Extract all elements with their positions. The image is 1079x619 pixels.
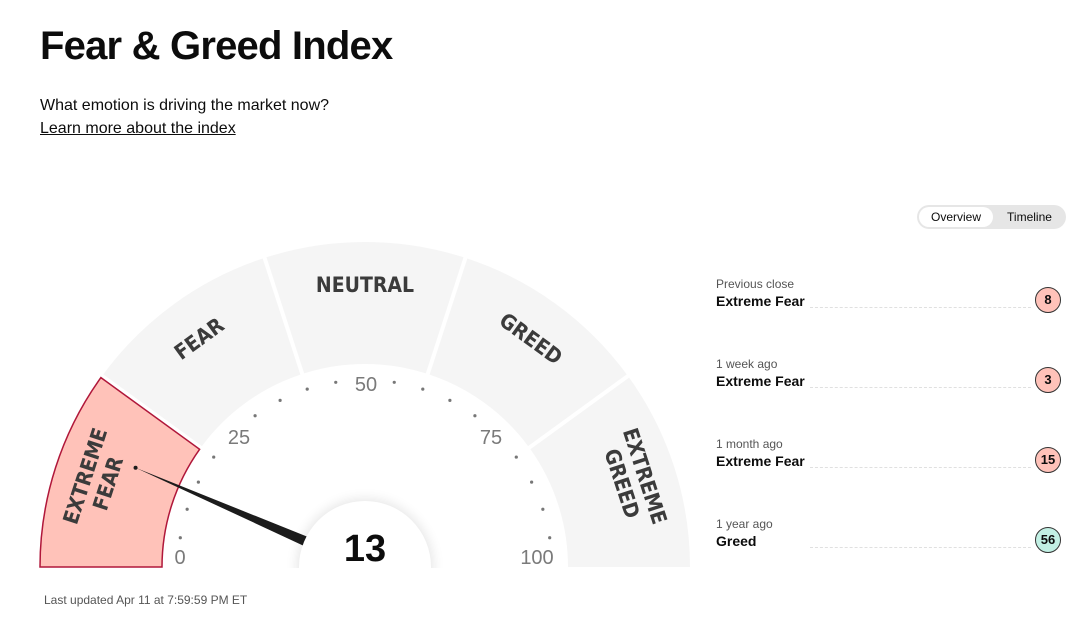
- tick-label-0: 0: [174, 547, 185, 569]
- timeline-tab[interactable]: Timeline: [1007, 210, 1052, 224]
- tick-dot: [212, 455, 216, 459]
- segment-greed: [429, 258, 627, 447]
- tick-dot: [514, 455, 518, 459]
- history-rating: Greed: [716, 533, 757, 549]
- tick-dot: [541, 507, 545, 511]
- history-item: 1 year ago Greed 56: [716, 517, 1061, 561]
- tick-label-25: 25: [228, 427, 250, 449]
- history-value-badge: 56: [1035, 527, 1061, 553]
- needle-tip: [133, 465, 138, 470]
- tick-dot: [392, 380, 396, 384]
- view-toggle: Overview Timeline: [917, 205, 1066, 229]
- history-divider: [810, 387, 1031, 388]
- gauge-needle: [135, 467, 314, 549]
- history-divider: [810, 547, 1031, 548]
- history-item: 1 month ago Extreme Fear 15: [716, 437, 1061, 481]
- tick-label-100: 100: [520, 547, 553, 569]
- history-value-badge: 15: [1035, 447, 1061, 473]
- tick-dot: [334, 380, 338, 384]
- tick-dot: [278, 398, 282, 402]
- history-label: 1 month ago: [716, 437, 783, 451]
- tick-dot: [548, 536, 552, 540]
- history-divider: [810, 467, 1031, 468]
- gauge-value: 13: [344, 528, 386, 570]
- history-rating: Extreme Fear: [716, 293, 805, 309]
- gauge-hub: [299, 501, 431, 575]
- tick-dot: [473, 414, 477, 418]
- tick-dot: [448, 398, 452, 402]
- tick-dot: [305, 387, 309, 391]
- segment-extreme-fear: [39, 376, 201, 568]
- segment-extreme-greed: [530, 377, 690, 567]
- history-divider: [810, 307, 1031, 308]
- tick-dot: [178, 536, 182, 540]
- segment-fear: [103, 258, 301, 447]
- learn-more-link[interactable]: Learn more about the index: [40, 120, 236, 137]
- tick-dot: [421, 387, 425, 391]
- history-label: Previous close: [716, 277, 795, 291]
- overview-tab[interactable]: Overview: [919, 207, 993, 227]
- tick-label-75: 75: [480, 427, 502, 449]
- tick-label-50: 50: [355, 374, 377, 396]
- page-subtitle: What emotion is driving the market now?: [40, 97, 330, 114]
- history-rating: Extreme Fear: [716, 453, 805, 469]
- history-value-badge: 3: [1035, 367, 1061, 393]
- history-value-badge: 8: [1035, 287, 1061, 313]
- tick-dot: [196, 480, 200, 484]
- last-updated: Last updated Apr 11 at 7:59:59 PM ET: [44, 593, 248, 607]
- page-title: Fear & Greed Index: [40, 24, 393, 68]
- tick-dot: [253, 414, 257, 418]
- segment-label-neutral: NEUTRAL: [316, 273, 414, 297]
- history-item: 1 week ago Extreme Fear 3: [716, 357, 1061, 401]
- history-item: Previous close Extreme Fear 8: [716, 277, 1061, 321]
- history-label: 1 week ago: [716, 357, 778, 371]
- segment-neutral: [266, 242, 464, 374]
- history-label: 1 year ago: [716, 517, 773, 531]
- fear-greed-gauge: EXTREMEFEARFEARNEUTRALGREEDEXTREMEGREED …: [0, 242, 700, 575]
- tick-dot: [530, 480, 534, 484]
- tick-dot: [185, 507, 189, 511]
- history-rating: Extreme Fear: [716, 373, 805, 389]
